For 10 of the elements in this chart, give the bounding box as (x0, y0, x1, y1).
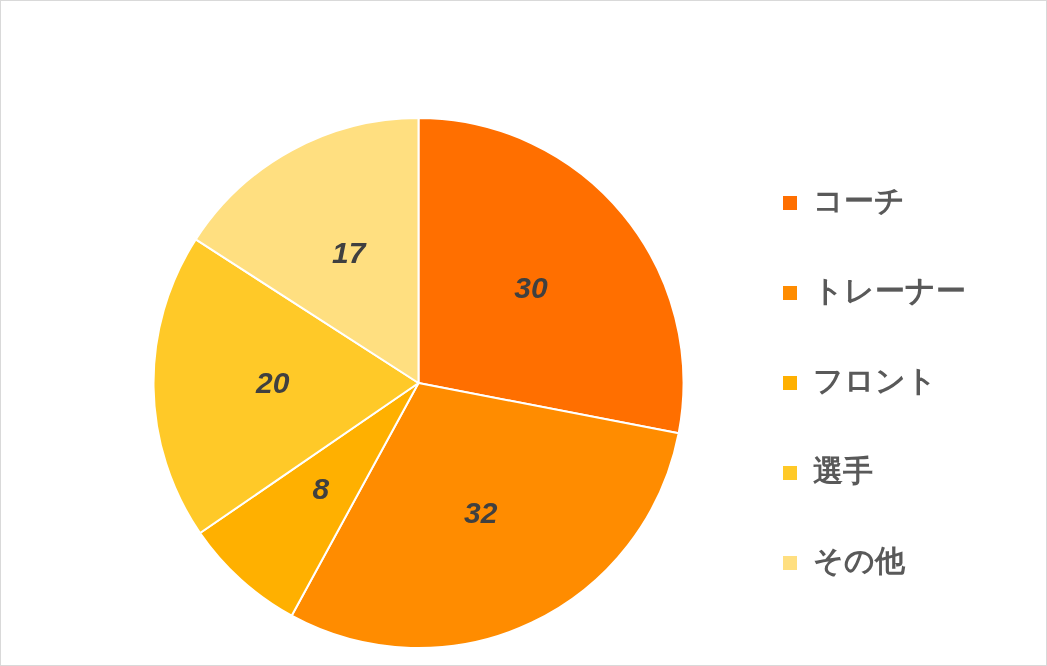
data-label: 32 (463, 496, 498, 530)
legend-label: フロント (813, 362, 937, 398)
legend-label: コーチ (813, 182, 905, 218)
data-label: 17 (332, 236, 367, 270)
data-label: 8 (312, 472, 330, 506)
legend-label: その他 (813, 542, 906, 578)
legend-label: 選手 (813, 452, 873, 488)
legend-label: トレーナー (813, 272, 966, 308)
data-label: 20 (255, 366, 290, 400)
data-label: 30 (514, 271, 548, 305)
